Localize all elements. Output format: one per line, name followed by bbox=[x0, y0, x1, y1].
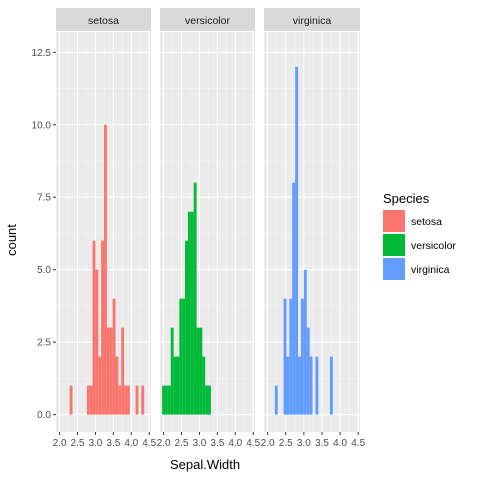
x-tick-label: 2.5 bbox=[175, 438, 189, 449]
histogram-bar bbox=[309, 356, 313, 415]
y-tick-label: 12.5 bbox=[32, 48, 52, 59]
histogram-bar bbox=[187, 211, 191, 415]
facet-versicolor: versicolor 2.0 2.5 3.0 3.5 4.0 4.5 bbox=[157, 8, 261, 449]
histogram-bar bbox=[173, 356, 177, 415]
facet-strip-label: virginica bbox=[293, 15, 332, 27]
y-tick-label: 5.0 bbox=[37, 265, 51, 276]
x-tick-label: 2.0 bbox=[53, 438, 67, 449]
legend-label-versicolor: versicolor bbox=[411, 240, 456, 252]
histogram-bar bbox=[89, 385, 93, 415]
histogram-bar bbox=[329, 356, 333, 415]
histogram-bar bbox=[69, 385, 73, 415]
histogram-bar bbox=[193, 182, 197, 415]
histogram-bar bbox=[185, 240, 188, 415]
histogram-bar bbox=[199, 327, 203, 415]
histogram-bar bbox=[167, 385, 171, 415]
x-tick-label: 4.5 bbox=[246, 438, 260, 449]
histogram-bar bbox=[289, 298, 293, 415]
legend-key-versicolor bbox=[383, 234, 405, 256]
histogram-bar bbox=[162, 385, 166, 415]
histogram-bar bbox=[182, 298, 186, 415]
x-tick-label: 3.5 bbox=[315, 438, 329, 449]
histogram-bar bbox=[190, 211, 194, 415]
histogram-bar bbox=[121, 327, 125, 415]
x-tick-label: 4.5 bbox=[351, 438, 365, 449]
histogram-bar bbox=[274, 385, 278, 415]
histogram-bar bbox=[112, 298, 116, 415]
histogram-bar bbox=[86, 385, 90, 415]
facet-strip-label: setosa bbox=[88, 15, 119, 27]
histogram-bar bbox=[205, 385, 209, 415]
histogram-bar bbox=[124, 385, 127, 415]
x-tick-label: 3.5 bbox=[106, 438, 120, 449]
histogram-bar bbox=[165, 385, 168, 415]
y-tick-label: 0.0 bbox=[37, 410, 51, 421]
facet-virginica: virginica 2.0 2.5 3.0 3.5 4.0 4.5 bbox=[261, 8, 366, 449]
x-tick-label: 2.5 bbox=[279, 438, 293, 449]
histogram-bar bbox=[196, 327, 200, 415]
y-tick-label: 2.5 bbox=[37, 338, 51, 349]
histogram-bar bbox=[208, 385, 211, 415]
histogram-bar bbox=[106, 327, 110, 415]
facet-strip bbox=[160, 8, 255, 31]
x-tick-label: 3.0 bbox=[192, 438, 206, 449]
histogram-bar bbox=[306, 327, 310, 415]
x-tick-label: 2.0 bbox=[261, 438, 275, 449]
histogram-bar bbox=[101, 240, 105, 415]
x-tick-label: 4.0 bbox=[333, 438, 347, 449]
y-tick-label: 7.5 bbox=[37, 193, 51, 204]
histogram-bar bbox=[315, 356, 319, 415]
histogram-bar bbox=[118, 385, 122, 415]
legend: Species setosa versicolor virginica bbox=[383, 191, 456, 280]
legend-title: Species bbox=[383, 191, 430, 206]
facet-strip-label: versicolor bbox=[185, 15, 230, 27]
x-tick-label: 3.0 bbox=[88, 438, 102, 449]
histogram-bar bbox=[92, 240, 96, 415]
x-tick-label: 2.5 bbox=[71, 438, 85, 449]
facet-strip bbox=[56, 8, 151, 31]
histogram-bar bbox=[300, 298, 304, 415]
histogram-bar bbox=[135, 385, 139, 415]
facet-setosa: setosa 2.0 2.5 3.0 3.5 4.0 4.5 bbox=[53, 8, 157, 449]
histogram-bar bbox=[95, 269, 99, 415]
histogram-bar bbox=[170, 327, 174, 415]
histogram-bar bbox=[286, 356, 290, 415]
legend-items: setosa versicolor virginica bbox=[383, 210, 456, 280]
legend-label-virginica: virginica bbox=[411, 264, 450, 276]
histogram-bar bbox=[295, 66, 299, 415]
x-tick-label: 3.5 bbox=[210, 438, 224, 449]
histogram-bar bbox=[126, 385, 130, 415]
histogram-bar bbox=[202, 356, 206, 415]
histogram-bar bbox=[141, 385, 145, 415]
histogram-bar bbox=[115, 356, 119, 415]
y-axis-title: count bbox=[4, 224, 19, 256]
x-tick-label: 4.0 bbox=[124, 438, 138, 449]
x-tick-label: 4.0 bbox=[228, 438, 242, 449]
legend-key-virginica bbox=[383, 258, 405, 280]
histogram-bar bbox=[104, 124, 107, 415]
legend-key-setosa bbox=[383, 210, 405, 232]
facet-strip bbox=[264, 8, 360, 31]
histogram-bar bbox=[283, 298, 287, 415]
x-axis-title: Sepal.Width bbox=[170, 457, 240, 472]
legend-label-setosa: setosa bbox=[411, 216, 442, 228]
histogram-bar bbox=[292, 182, 296, 415]
histogram-bar bbox=[179, 298, 183, 415]
histogram-bar bbox=[303, 269, 307, 415]
histogram-bar bbox=[298, 356, 301, 415]
y-tick-label: 10.0 bbox=[32, 120, 52, 131]
x-tick-label: 2.0 bbox=[157, 438, 171, 449]
histogram-bar bbox=[176, 356, 180, 415]
x-tick-label: 3.0 bbox=[297, 438, 311, 449]
x-tick-label: 4.5 bbox=[142, 438, 156, 449]
histogram-bar bbox=[109, 327, 113, 415]
histogram-bar bbox=[98, 356, 102, 415]
y-axis: 0.0 2.5 5.0 7.5 10.0 12.5 bbox=[32, 48, 56, 421]
